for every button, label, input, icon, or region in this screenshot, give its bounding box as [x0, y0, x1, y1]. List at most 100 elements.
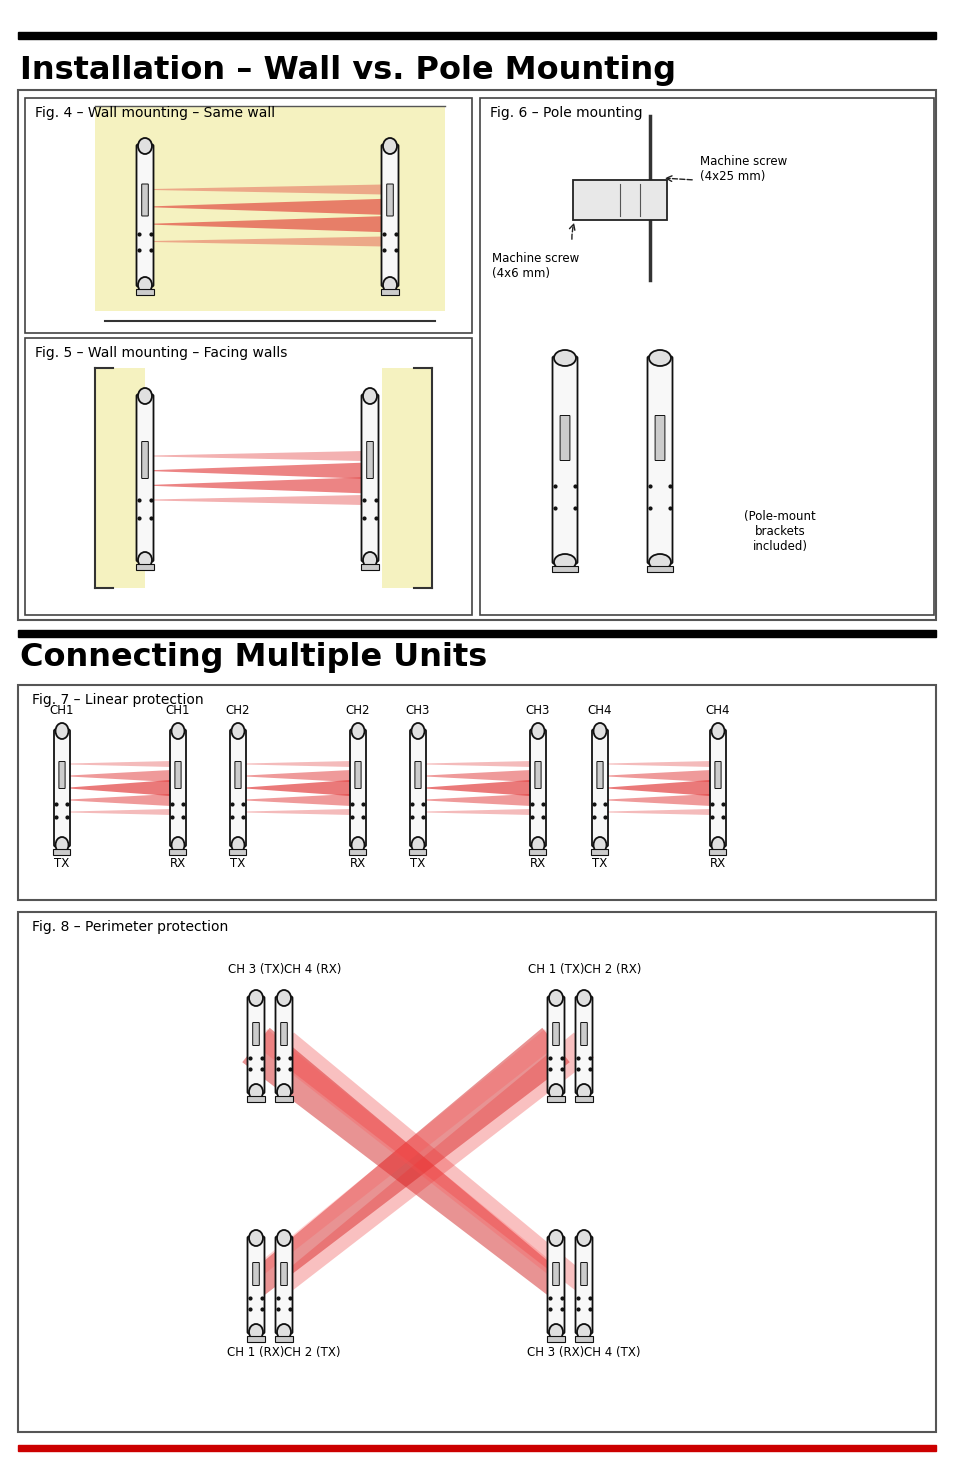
FancyBboxPatch shape — [142, 184, 148, 215]
Bar — [552, 566, 578, 572]
FancyBboxPatch shape — [170, 730, 186, 847]
Ellipse shape — [577, 1084, 590, 1100]
FancyBboxPatch shape — [361, 394, 378, 562]
Text: CH 4 (RX): CH 4 (RX) — [284, 963, 341, 976]
Bar — [95, 367, 145, 589]
Text: CH1: CH1 — [50, 704, 74, 717]
FancyBboxPatch shape — [580, 1263, 587, 1286]
FancyBboxPatch shape — [552, 357, 577, 563]
Bar — [247, 1336, 265, 1342]
FancyBboxPatch shape — [253, 1022, 259, 1046]
Text: CH4: CH4 — [705, 704, 729, 717]
Bar — [646, 566, 672, 572]
Ellipse shape — [577, 1230, 590, 1246]
Polygon shape — [152, 478, 363, 493]
Polygon shape — [245, 794, 351, 805]
Text: Installation – Wall vs. Pole Mounting: Installation – Wall vs. Pole Mounting — [20, 55, 676, 86]
Bar — [95, 106, 444, 311]
Polygon shape — [152, 463, 363, 479]
FancyBboxPatch shape — [597, 761, 602, 789]
Text: TX: TX — [410, 857, 425, 870]
Ellipse shape — [232, 723, 244, 739]
Polygon shape — [69, 794, 171, 805]
Polygon shape — [424, 794, 531, 805]
Ellipse shape — [276, 1325, 291, 1339]
Ellipse shape — [711, 836, 723, 853]
Text: Fig. 5 – Wall mounting – Facing walls: Fig. 5 – Wall mounting – Facing walls — [35, 347, 287, 360]
FancyBboxPatch shape — [559, 416, 569, 460]
Ellipse shape — [531, 723, 544, 739]
FancyBboxPatch shape — [575, 1236, 592, 1333]
Polygon shape — [606, 761, 710, 767]
Ellipse shape — [55, 723, 69, 739]
FancyBboxPatch shape — [547, 997, 564, 1093]
Ellipse shape — [363, 552, 376, 568]
Bar — [274, 1096, 293, 1102]
Polygon shape — [424, 770, 531, 782]
Ellipse shape — [548, 1084, 562, 1100]
Text: CH3: CH3 — [405, 704, 430, 717]
Polygon shape — [248, 1028, 569, 1295]
Text: CH2: CH2 — [226, 704, 250, 717]
Polygon shape — [424, 761, 531, 767]
Bar — [136, 289, 153, 295]
Polygon shape — [606, 794, 710, 805]
FancyBboxPatch shape — [350, 730, 366, 847]
Bar — [53, 850, 71, 855]
Text: CH3: CH3 — [525, 704, 550, 717]
Ellipse shape — [249, 1325, 263, 1339]
Ellipse shape — [554, 555, 576, 569]
Bar — [18, 32, 935, 38]
Ellipse shape — [577, 1325, 590, 1339]
FancyBboxPatch shape — [247, 1236, 264, 1333]
Ellipse shape — [276, 1084, 291, 1100]
Polygon shape — [606, 808, 710, 816]
Polygon shape — [69, 770, 171, 782]
Text: CH1: CH1 — [166, 704, 190, 717]
FancyBboxPatch shape — [410, 730, 426, 847]
FancyBboxPatch shape — [355, 761, 361, 789]
Polygon shape — [69, 808, 171, 816]
Bar — [591, 850, 608, 855]
Bar — [18, 1446, 935, 1451]
FancyBboxPatch shape — [573, 180, 666, 220]
Polygon shape — [245, 808, 351, 816]
Bar — [25, 338, 472, 615]
FancyBboxPatch shape — [230, 730, 246, 847]
Ellipse shape — [382, 277, 396, 294]
Bar — [479, 97, 933, 615]
Bar — [18, 912, 935, 1432]
Polygon shape — [245, 770, 351, 782]
Bar — [349, 850, 366, 855]
Polygon shape — [152, 236, 382, 246]
Text: CH 3 (RX): CH 3 (RX) — [527, 1347, 584, 1358]
Text: RX: RX — [350, 857, 366, 870]
Text: TX: TX — [230, 857, 245, 870]
Bar — [575, 1096, 593, 1102]
Ellipse shape — [411, 723, 424, 739]
Text: CH 2 (RX): CH 2 (RX) — [583, 963, 640, 976]
Ellipse shape — [577, 990, 590, 1006]
Bar — [136, 563, 153, 569]
FancyBboxPatch shape — [142, 441, 148, 478]
Ellipse shape — [249, 990, 263, 1006]
Ellipse shape — [276, 990, 291, 1006]
FancyBboxPatch shape — [552, 1263, 558, 1286]
FancyBboxPatch shape — [275, 1236, 293, 1333]
Bar — [18, 90, 935, 620]
FancyBboxPatch shape — [59, 761, 65, 789]
FancyBboxPatch shape — [647, 357, 672, 563]
FancyBboxPatch shape — [714, 761, 720, 789]
Ellipse shape — [382, 139, 396, 153]
Ellipse shape — [531, 836, 544, 853]
Ellipse shape — [351, 723, 364, 739]
Text: TX: TX — [54, 857, 70, 870]
Bar — [546, 1096, 564, 1102]
FancyBboxPatch shape — [275, 997, 293, 1093]
Text: Machine screw
(4x6 mm): Machine screw (4x6 mm) — [492, 252, 578, 280]
Bar — [18, 684, 935, 900]
FancyBboxPatch shape — [415, 761, 420, 789]
FancyBboxPatch shape — [174, 761, 181, 789]
Ellipse shape — [172, 723, 184, 739]
Polygon shape — [152, 451, 363, 462]
